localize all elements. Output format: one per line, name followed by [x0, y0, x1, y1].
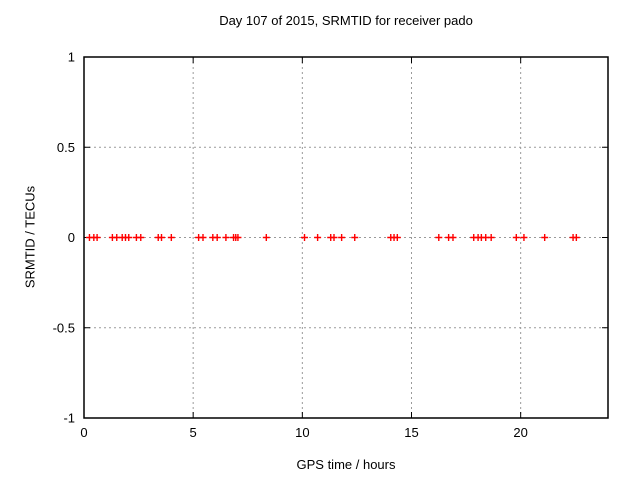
- x-axis-label: GPS time / hours: [296, 457, 396, 472]
- svg-text:0: 0: [80, 425, 87, 440]
- svg-text:0: 0: [68, 230, 75, 245]
- svg-text:10: 10: [295, 425, 309, 440]
- chart-title: Day 107 of 2015, SRMTID for receiver pad…: [219, 13, 473, 28]
- svg-text:-1: -1: [63, 411, 75, 426]
- svg-text:15: 15: [404, 425, 418, 440]
- svg-text:-0.5: -0.5: [53, 320, 75, 335]
- svg-text:5: 5: [190, 425, 197, 440]
- svg-text:1: 1: [68, 50, 75, 65]
- svg-text:0.5: 0.5: [57, 140, 75, 155]
- svg-text:20: 20: [513, 425, 527, 440]
